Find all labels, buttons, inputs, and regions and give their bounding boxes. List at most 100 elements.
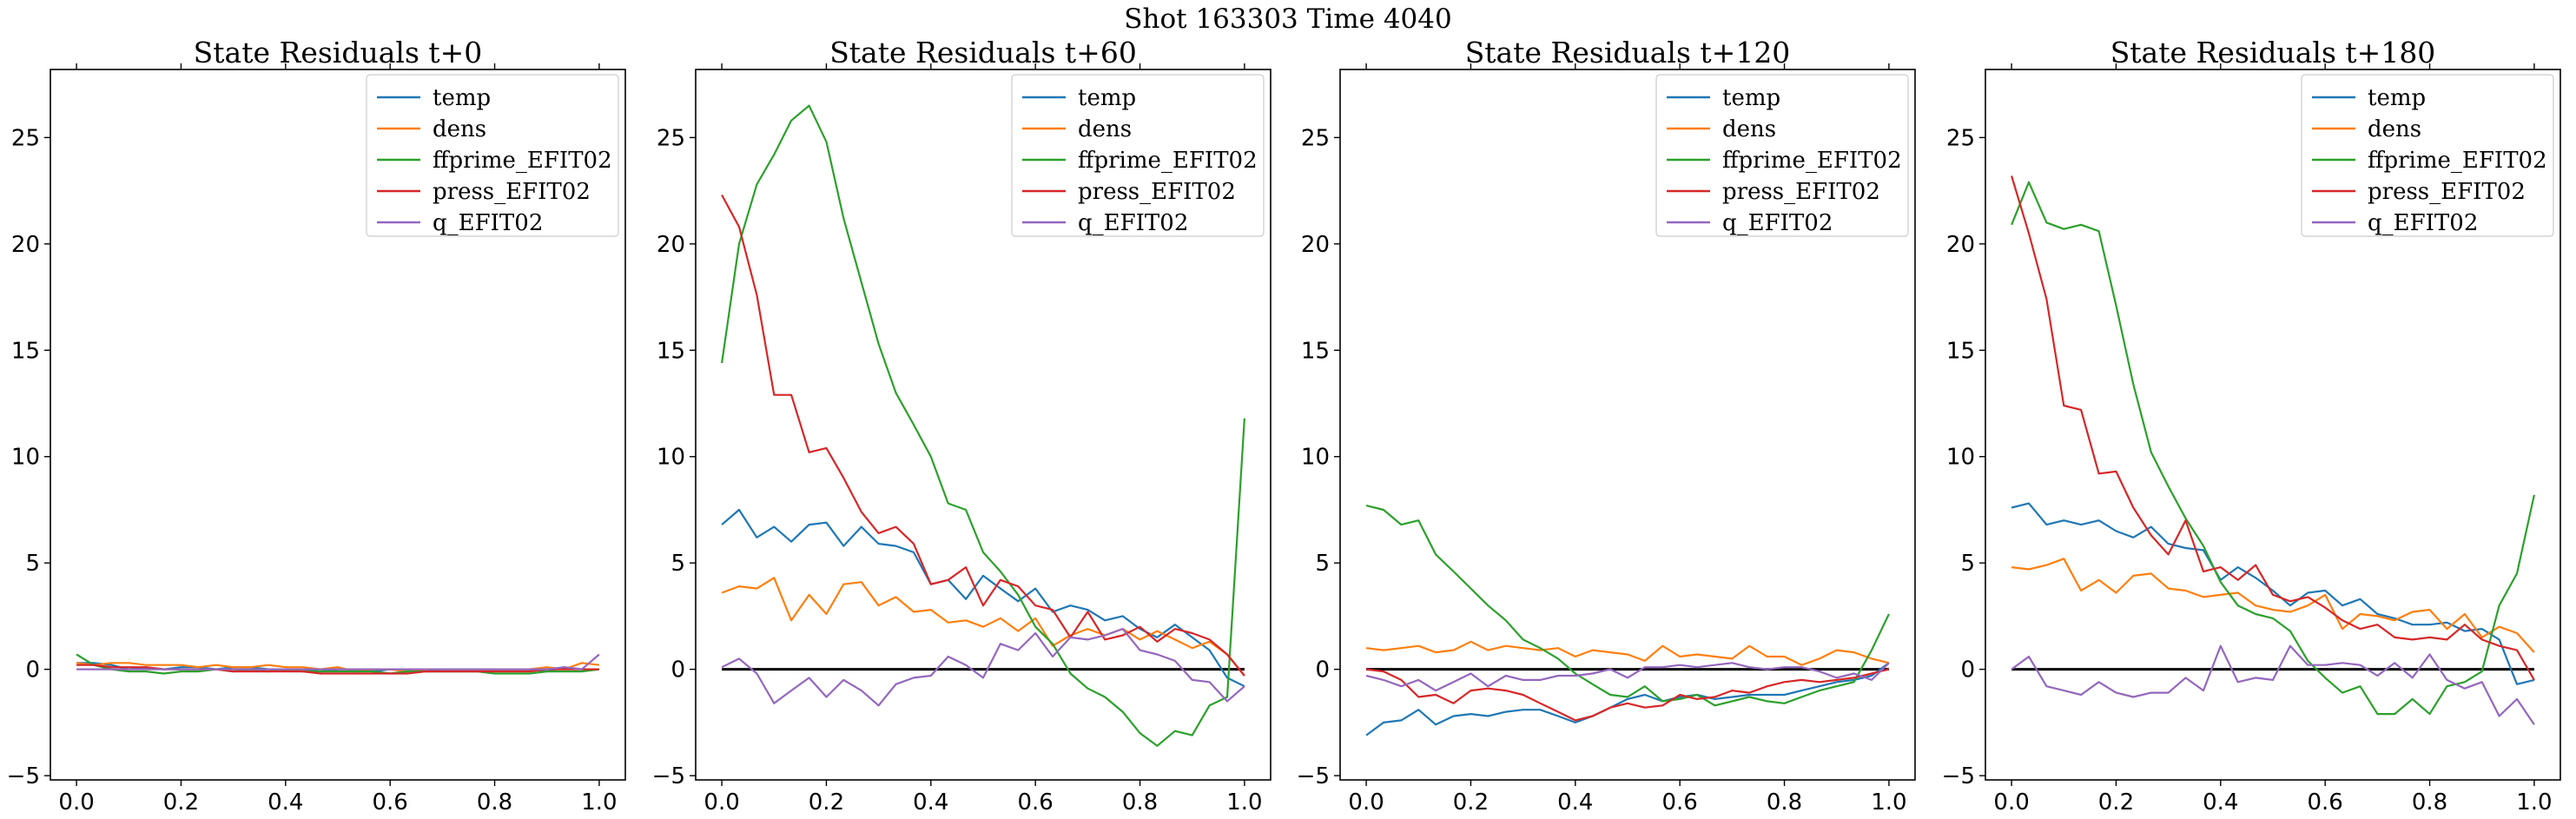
y-tick-label: 0 [1960,657,1975,684]
axes-frame [1985,69,2561,781]
series-line-dens [721,577,1245,677]
legend-label-ffprime_EFIT02: ffprime_EFIT02 [1078,148,1258,174]
x-tick-label: 0.0 [1348,789,1384,816]
series-line-press_EFIT02 [2011,175,2535,681]
x-tick-label: 0.0 [58,789,94,816]
legend-label-dens: dens [1078,116,1132,142]
y-tick-label: 20 [657,232,685,258]
legend: temp dens ffprime_EFIT02 press_EFIT02 q_EFIT… [2301,74,2554,237]
y-tick-label: 5 [1960,551,1975,577]
panels-group: State Residuals t+0 0.0 0.2 0.4 0.6 0.8 1.0 −5 0… [7,36,2561,816]
plot-area [2011,175,2535,725]
plot-area [721,104,1245,747]
legend-label-ffprime_EFIT02: ffprime_EFIT02 [433,148,612,174]
axes-frame [1339,69,1916,781]
legend-label-press_EFIT02: press_EFIT02 [1078,179,1236,205]
panel-title: State Residuals t+120 [1465,36,1791,69]
y-tick-label: 25 [1301,125,1330,151]
x-tick-label: 1.0 [1226,789,1262,816]
y-tick-label: 5 [25,551,40,577]
series-line-temp [721,508,1245,688]
legend-label-dens: dens [433,116,486,142]
legend-label-ffprime_EFIT02: ffprime_EFIT02 [2368,148,2547,174]
panel-3: State Residuals t+180 0.0 0.2 0.4 0.6 0.8 1.0 −… [1942,36,2561,816]
legend-label-ffprime_EFIT02: ffprime_EFIT02 [1722,148,1902,174]
legend-label-press_EFIT02: press_EFIT02 [2368,179,2526,205]
y-tick-label: 15 [657,338,685,364]
y-tick-label: 0 [1315,657,1330,684]
legend: temp dens ffprime_EFIT02 press_EFIT02 q_EFIT… [1011,74,1265,237]
x-tick-label: 0.8 [1767,789,1802,816]
series-line-press_EFIT02 [721,194,1245,677]
legend: temp dens ffprime_EFIT02 press_EFIT02 q_EFIT… [1655,74,1909,237]
y-tick-label: −5 [1297,763,1330,789]
x-tick-label: 1.0 [2516,789,2552,816]
figure-suptitle: Shot 163303 Time 4040 [1124,3,1451,35]
x-tick-label: 0.2 [163,789,199,816]
x-tick-label: 0.8 [1122,789,1158,816]
x-tick-label: 0.0 [1993,789,2029,816]
plot-area [1365,505,1890,736]
y-tick-label: 25 [11,125,40,151]
x-tick-label: 0.4 [1557,789,1593,816]
x-tick-label: 0.6 [1018,789,1054,816]
legend-box [1011,74,1265,237]
legend-label-press_EFIT02: press_EFIT02 [1722,179,1880,205]
x-tick-label: 0.2 [809,789,844,816]
legend-box [366,74,619,237]
legend-label-temp: temp [1722,85,1780,111]
legend-label-q_EFIT02: q_EFIT02 [433,210,543,236]
y-tick-label: 5 [670,551,685,577]
series-line-press_EFIT02 [1365,668,1890,722]
panel-title: State Residuals t+180 [2110,36,2436,69]
x-tick-label: 0.4 [913,789,948,816]
series-line-q_EFIT02 [721,627,1245,707]
legend-label-dens: dens [1722,116,1776,142]
y-tick-label: 10 [1946,445,1975,471]
series-line-dens [2011,558,2535,653]
legend-label-temp: temp [2368,85,2426,111]
legend-label-press_EFIT02: press_EFIT02 [433,179,591,205]
x-tick-label: 1.0 [581,789,617,816]
legend-box [1655,74,1909,237]
y-tick-label: 20 [1301,232,1330,258]
legend-label-q_EFIT02: q_EFIT02 [2368,210,2478,236]
y-tick-label: 25 [657,125,685,151]
legend-label-q_EFIT02: q_EFIT02 [1722,210,1833,236]
y-tick-label: −5 [7,763,40,789]
axes-frame [695,69,1271,781]
legend-label-temp: temp [1078,85,1136,111]
panel-1: State Residuals t+60 0.0 0.2 0.4 0.6 0.8 1.0 −5… [652,36,1271,816]
x-tick-label: 0.6 [373,789,408,816]
legend: temp dens ffprime_EFIT02 press_EFIT02 q_EFIT… [366,74,619,237]
axes-frame [50,69,626,781]
legend-label-temp: temp [433,85,491,111]
x-tick-label: 0.2 [2098,789,2134,816]
y-tick-label: 5 [1315,551,1330,577]
panel-2: State Residuals t+120 0.0 0.2 0.4 0.6 0.8 1.0 −… [1297,36,1916,816]
series-line-ffprime_EFIT02 [76,653,600,675]
y-tick-label: 15 [1946,338,1975,364]
x-tick-label: 0.0 [703,789,739,816]
series-line-ffprime_EFIT02 [721,104,1245,747]
y-tick-label: −5 [652,763,685,789]
y-tick-label: 0 [670,657,685,684]
panel-title: State Residuals t+60 [829,36,1137,69]
panel-0: State Residuals t+0 0.0 0.2 0.4 0.6 0.8 1.0 −5 0… [7,36,626,816]
x-tick-label: 0.4 [2203,789,2238,816]
x-tick-label: 0.2 [1453,789,1489,816]
x-tick-label: 1.0 [1871,789,1906,816]
panel-title: State Residuals t+0 [194,36,483,69]
x-tick-label: 0.6 [1662,789,1698,816]
series-line-q_EFIT02 [76,653,600,670]
y-tick-label: −5 [1942,763,1975,789]
y-tick-label: 25 [1946,125,1975,151]
series-line-ffprime_EFIT02 [1365,505,1890,707]
x-tick-label: 0.8 [477,789,512,816]
legend-label-dens: dens [2368,116,2421,142]
legend-label-q_EFIT02: q_EFIT02 [1078,210,1188,236]
plot-area [76,653,600,675]
legend-box [2301,74,2554,237]
y-tick-label: 20 [1946,232,1975,258]
